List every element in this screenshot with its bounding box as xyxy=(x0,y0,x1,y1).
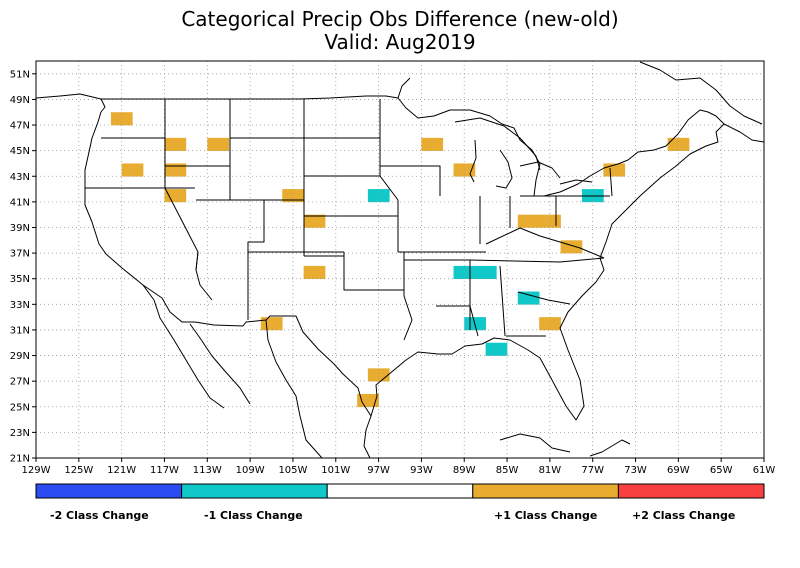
lat-tick-label: 27N xyxy=(10,377,30,388)
plus1-cell xyxy=(292,189,304,203)
plus1-cell xyxy=(539,317,551,331)
minus1-cell xyxy=(517,291,529,305)
lat-tick-label: 43N xyxy=(10,172,30,183)
lon-tick-label: 97W xyxy=(367,465,390,476)
lat-tick-label: 33N xyxy=(10,300,30,311)
plus1-cell xyxy=(218,137,230,151)
plus1-cell xyxy=(303,214,315,228)
minus1-cell xyxy=(453,265,465,280)
lon-tick-label: 113W xyxy=(193,465,222,476)
lon-tick-label: 65W xyxy=(710,465,733,476)
legend-swatch xyxy=(35,483,183,499)
lat-tick-label: 41N xyxy=(10,197,30,208)
plus1-cell xyxy=(164,137,176,151)
chart-title: Categorical Precip Obs Difference (new-o… xyxy=(181,7,619,31)
minus1-cell xyxy=(528,291,540,305)
plus1-cell xyxy=(314,265,326,280)
plus1-cell xyxy=(164,163,176,177)
minus1-cell xyxy=(474,265,486,280)
plus1-cell xyxy=(603,163,615,177)
plus1-cell xyxy=(432,137,444,151)
lon-tick-label: 85W xyxy=(496,465,519,476)
plus1-cell xyxy=(453,163,465,177)
plus1-cell xyxy=(421,137,433,151)
plus1-cell xyxy=(464,163,476,177)
lat-tick-label: 45N xyxy=(10,146,30,157)
legend-swatch xyxy=(181,483,328,499)
lon-tick-label: 129W xyxy=(22,465,51,476)
minus1-cell xyxy=(378,189,390,203)
us-outline xyxy=(84,95,725,421)
plus1-cell xyxy=(282,189,294,203)
plus1-cell xyxy=(614,163,626,177)
minus1-cell xyxy=(485,265,497,280)
lon-tick-label: 101W xyxy=(321,465,350,476)
plus1-cell xyxy=(560,240,572,254)
chart-subtitle: Valid: Aug2019 xyxy=(324,30,476,54)
plus1-cell xyxy=(549,317,561,331)
lat-tick-label: 39N xyxy=(10,223,30,234)
minus1-cell xyxy=(485,342,497,356)
plus1-cell xyxy=(667,137,679,151)
minus1-cell xyxy=(474,317,486,331)
legend-swatch xyxy=(617,483,765,499)
lon-tick-label: 73W xyxy=(624,465,647,476)
lat-tick-label: 37N xyxy=(10,249,30,260)
plus1-cell xyxy=(110,112,122,126)
lat-tick-label: 49N xyxy=(10,95,30,106)
plus1-cell xyxy=(271,317,283,331)
plus1-cell xyxy=(121,112,133,126)
plus1-cell xyxy=(528,214,540,228)
plus1-cell xyxy=(175,163,187,177)
minus1-cell xyxy=(367,189,379,203)
lon-tick-label: 61W xyxy=(753,465,776,476)
lon-tick-label: 109W xyxy=(236,465,265,476)
legend-swatch xyxy=(472,483,619,499)
minus1-cell xyxy=(496,342,508,356)
plus1-cell xyxy=(303,265,315,280)
lon-tick-label: 93W xyxy=(410,465,433,476)
lat-tick-label: 21N xyxy=(10,454,30,465)
plus1-cell xyxy=(121,163,133,177)
legend-label: -2 Class Change xyxy=(50,509,149,522)
legend-label: -1 Class Change xyxy=(204,509,303,522)
legend-swatch xyxy=(326,483,474,499)
legend-label: +2 Class Change xyxy=(632,509,736,522)
lon-tick-label: 69W xyxy=(667,465,690,476)
plus1-cell xyxy=(517,214,529,228)
plus1-cell xyxy=(175,189,187,203)
lon-tick-label: 121W xyxy=(107,465,136,476)
lon-tick-label: 125W xyxy=(64,465,93,476)
plus1-cell xyxy=(367,368,379,382)
lat-tick-label: 47N xyxy=(10,121,30,132)
plus1-cell xyxy=(164,189,176,203)
lon-tick-label: 77W xyxy=(581,465,604,476)
lat-tick-label: 51N xyxy=(10,69,30,80)
lon-tick-label: 89W xyxy=(453,465,476,476)
lat-tick-label: 35N xyxy=(10,274,30,285)
plus1-cell xyxy=(357,393,369,408)
lon-tick-label: 117W xyxy=(150,465,179,476)
plus1-cell xyxy=(367,393,379,408)
legend-label: +1 Class Change xyxy=(494,509,598,522)
plus1-cell xyxy=(539,214,551,228)
plus1-cell xyxy=(314,214,326,228)
plus1-cell xyxy=(175,137,187,151)
plus1-cell xyxy=(678,137,690,151)
lat-tick-label: 25N xyxy=(10,402,30,413)
lon-tick-label: 105W xyxy=(278,465,307,476)
lat-tick-label: 29N xyxy=(10,351,30,362)
plus1-cell xyxy=(549,214,561,228)
plus1-cell xyxy=(132,163,144,177)
lat-tick-label: 31N xyxy=(10,325,30,336)
plus1-cell xyxy=(378,368,390,382)
lon-tick-label: 81W xyxy=(539,465,562,476)
plus1-cell xyxy=(207,137,219,151)
lat-tick-label: 23N xyxy=(10,428,30,439)
